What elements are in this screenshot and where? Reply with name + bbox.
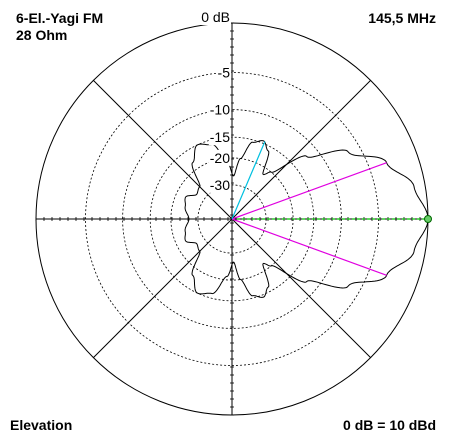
ring-label-bg	[208, 176, 232, 193]
ring-label-bg	[208, 101, 232, 118]
main-lobe-marker	[424, 215, 432, 223]
reference-label: 0 dB = 10 dBd	[343, 417, 436, 433]
antenna-impedance: 28 Ohm	[16, 27, 68, 43]
ring-label: -30	[210, 177, 230, 193]
ring-label-bg	[200, 9, 231, 25]
radiation-pattern	[184, 140, 429, 298]
antenna-info: 6-El.-Yagi FM 28 Ohm	[16, 10, 103, 44]
antenna-name: 6-El.-Yagi FM	[16, 10, 104, 26]
plane-label: Elevation	[10, 417, 73, 433]
side-lobe-line	[231, 141, 266, 220]
ring-label: -15	[210, 129, 230, 145]
direction-markers	[231, 141, 432, 276]
frequency-label: 145,5 MHz	[368, 10, 436, 26]
ring-label-bg	[208, 129, 232, 146]
half-power-line	[231, 162, 387, 220]
ring-label: -5	[218, 65, 231, 81]
ring-label: 0 dB	[201, 9, 230, 25]
ring-label: -10	[210, 102, 230, 118]
ring-label-bg	[208, 149, 232, 166]
ring-labels: 0 dB -5 -10 -15 -20 -30	[200, 9, 232, 193]
half-power-line	[231, 218, 387, 276]
ring-label: -20	[210, 150, 230, 166]
ring-label-bg	[216, 64, 232, 81]
